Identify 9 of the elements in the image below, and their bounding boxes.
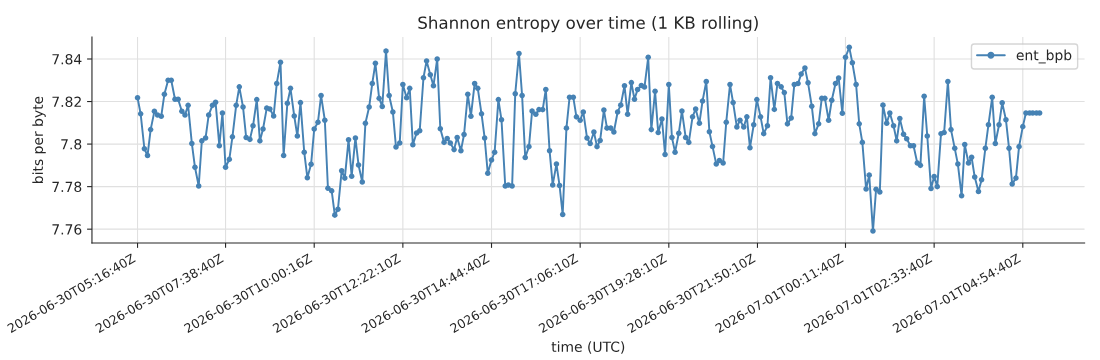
y-tick-label: 7.82	[52, 96, 81, 108]
y-tick-label: 7.84	[52, 53, 82, 65]
y-tick-label: 7.8	[61, 139, 82, 150]
legend-label: ent_bpb	[1016, 49, 1072, 64]
x-axis-title: time (UTC)	[551, 341, 625, 354]
y-tick-label: 7.78	[52, 181, 82, 193]
y-axis-title: bits per byte	[32, 96, 46, 183]
chart-title: Shannon entropy over time (1 KB rolling)	[418, 16, 758, 33]
y-tick-label: 7.76	[52, 224, 82, 235]
